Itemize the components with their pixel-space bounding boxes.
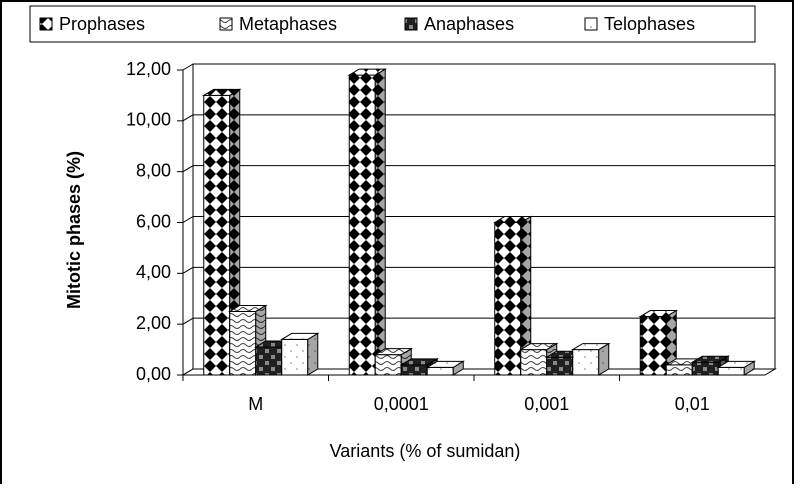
x-tick-label: 0,0001 xyxy=(374,394,429,414)
bar-front xyxy=(494,222,522,376)
grid-line xyxy=(182,368,194,376)
grid-line xyxy=(182,114,194,122)
bar-front xyxy=(572,349,600,376)
bar-top xyxy=(347,68,388,76)
bar-top xyxy=(425,360,466,368)
bar-top xyxy=(227,304,268,312)
legend-label: Metaphases xyxy=(239,14,337,34)
bar-front xyxy=(639,316,667,376)
grid-line xyxy=(182,165,194,173)
y-tick-label: 2,00 xyxy=(136,313,171,333)
bar-front xyxy=(400,364,428,376)
bar-top xyxy=(690,355,731,363)
y-axis-title: Mitotic phases (%) xyxy=(64,151,84,309)
bar-top xyxy=(716,360,757,368)
bar-top xyxy=(279,332,320,340)
y-tick-label: 4,00 xyxy=(136,262,171,282)
bar-front xyxy=(665,364,693,376)
grid-line xyxy=(182,63,194,71)
bar-front xyxy=(374,354,402,376)
bar-top xyxy=(399,358,440,366)
bar-front xyxy=(426,366,454,376)
bar-front xyxy=(229,310,257,376)
y-tick-label: 10,00 xyxy=(126,110,171,130)
bar-front xyxy=(255,346,283,376)
bar-side-shade xyxy=(744,361,755,375)
legend-swatch xyxy=(39,17,53,31)
x-tick-label: 0,001 xyxy=(524,394,569,414)
bar-side-shade xyxy=(453,361,464,375)
bar-top xyxy=(570,343,611,351)
legend-label: Prophases xyxy=(59,14,145,34)
x-tick-label: M xyxy=(248,394,263,414)
bar-top xyxy=(492,216,533,223)
bar-front xyxy=(717,366,745,376)
legend-label: Telophases xyxy=(604,14,695,34)
bar-front xyxy=(546,356,574,376)
legend-swatch xyxy=(404,17,418,31)
x-tick-label: 0,01 xyxy=(675,394,710,414)
legend-box xyxy=(29,5,756,43)
legend-swatch xyxy=(219,17,233,31)
bar-side-shade xyxy=(307,333,318,375)
bar-side-shade xyxy=(520,216,531,375)
bar-front xyxy=(520,349,548,376)
bar-side-shade xyxy=(229,89,240,376)
bar-top xyxy=(638,310,679,318)
y-tick-label: 6,00 xyxy=(136,211,171,231)
legend-swatch xyxy=(584,17,598,31)
bar-front xyxy=(203,94,231,376)
y-tick-label: 12,00 xyxy=(126,59,171,79)
bar-side-shade xyxy=(598,343,609,375)
bar-side-shade xyxy=(375,69,386,375)
bar-top xyxy=(518,343,559,351)
bar-top xyxy=(373,348,414,356)
y-tick-label: 0,00 xyxy=(136,364,171,384)
bar-front xyxy=(281,338,309,376)
grid-line xyxy=(182,317,194,325)
bar-front xyxy=(691,361,719,376)
bar-top xyxy=(201,88,242,96)
grid-line xyxy=(182,266,194,274)
bar-front xyxy=(348,74,376,376)
x-axis-title: Variants (% of sumidan) xyxy=(330,441,521,461)
grid-line xyxy=(182,216,194,223)
y-tick-label: 8,00 xyxy=(136,160,171,180)
legend-label: Anaphases xyxy=(424,14,514,34)
bar-side-shade xyxy=(666,310,677,375)
